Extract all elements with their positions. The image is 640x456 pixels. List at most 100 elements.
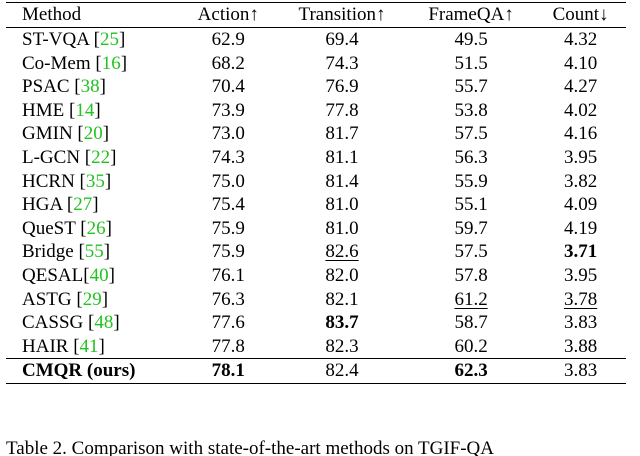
- results-table: Method Action↑ Transition↑ FrameQA↑ Count↓ S…: [6, 2, 626, 384]
- score-cell: 57.5: [454, 241, 488, 263]
- table-row: HME [14] 73.9 77.8 53.8 4.02: [6, 99, 626, 123]
- table-row: ST-VQA [25] 62.9 69.4 49.5 4.32: [6, 28, 626, 52]
- citation-bracket: ]: [99, 76, 106, 98]
- score-cell: 73.0: [211, 123, 245, 145]
- score-cell: 60.2: [454, 335, 488, 357]
- score-cell: 81.0: [325, 217, 359, 239]
- citation-bracket: ]: [118, 29, 126, 50]
- table-row: Co-Mem [16] 68.2 74.3 51.5 4.10: [6, 52, 626, 76]
- score-cell: 76.1: [211, 264, 245, 286]
- score-cell: 3.83: [563, 312, 598, 334]
- citation: 41: [79, 335, 99, 357]
- score-cell: 55.9: [454, 170, 488, 192]
- score-cell: 4.19: [563, 217, 598, 239]
- citation-bracket: ]: [105, 217, 112, 239]
- method-cell: ASTG [29]: [6, 288, 180, 312]
- score-cell: 56.3: [454, 146, 488, 168]
- method-cell: Co-Mem [16]: [6, 52, 180, 76]
- table-row: L-GCN [22] 74.3 81.1 56.3 3.95: [6, 146, 626, 170]
- table-row: CMQR (ours) 78.1 82.4 62.3 3.83: [6, 358, 626, 384]
- citation: 22: [91, 146, 111, 168]
- score-cell: 82.3: [325, 335, 359, 357]
- method-cell: L-GCN [22]: [6, 146, 180, 170]
- citation-bracket: ]: [101, 288, 109, 310]
- citation: 16: [101, 52, 121, 74]
- score-cell: 62.9: [211, 29, 245, 50]
- method-cell: CMQR (ours): [6, 359, 180, 384]
- score-cell: 58.7: [454, 312, 488, 334]
- score-cell: 77.8: [211, 335, 245, 357]
- citation: 35: [85, 170, 105, 192]
- citation: 20: [83, 123, 103, 145]
- method-cell: QESAL[40]: [6, 264, 180, 288]
- table-row: PSAC [38] 70.4 76.9 55.7 4.27: [6, 75, 626, 99]
- citation: 26: [86, 217, 106, 239]
- method-cell: Bridge [55]: [6, 240, 180, 264]
- column-header: Transition↑: [298, 4, 386, 26]
- score-cell: 81.0: [325, 194, 359, 216]
- score-cell: 75.4: [211, 194, 245, 216]
- table-body: ST-VQA [25] 62.9 69.4 49.5 4.32 Co-Mem [16] 68…: [6, 28, 626, 384]
- score-cell: 62.3: [454, 360, 488, 382]
- score-cell: 4.32: [563, 29, 598, 50]
- table-row: GMIN [20] 73.0 81.7 57.5 4.16: [6, 122, 626, 146]
- method-name: CMQR (ours): [22, 360, 136, 382]
- method-name: GMIN [: [22, 123, 84, 145]
- score-cell: 82.1: [325, 288, 359, 310]
- score-cell: 3.71: [563, 241, 598, 263]
- method-name: QueST [: [22, 217, 87, 239]
- citation-bracket: ]: [92, 194, 99, 216]
- citation: 48: [94, 312, 114, 334]
- score-cell: 3.88: [563, 335, 598, 357]
- score-cell: 83.7: [325, 312, 359, 334]
- score-cell: 4.09: [563, 194, 598, 216]
- score-cell: 69.4: [325, 29, 359, 50]
- score-cell: 74.3: [325, 52, 359, 74]
- score-cell: 82.0: [325, 264, 359, 286]
- method-name: L-GCN [: [22, 146, 92, 168]
- method-cell: HME [14]: [6, 99, 180, 123]
- method-cell: HAIR [41]: [6, 335, 180, 359]
- caption: Table 2. Comparison with state-of-the-ar…: [6, 438, 494, 456]
- score-cell: 3.95: [563, 146, 598, 168]
- citation: 29: [82, 288, 102, 310]
- score-cell: 49.5: [454, 29, 488, 50]
- score-cell: 4.16: [563, 123, 598, 145]
- method-name: PSAC [: [22, 76, 81, 98]
- score-cell: 4.02: [563, 99, 598, 121]
- score-cell: 55.7: [454, 76, 488, 98]
- column-header: Method: [22, 4, 82, 26]
- table-row: QESAL[40] 76.1 82.0 57.8 3.95: [6, 264, 626, 288]
- score-cell: 53.8: [454, 99, 488, 121]
- method-name: Co-Mem [: [22, 52, 102, 74]
- score-cell: 82.6: [325, 241, 359, 263]
- method-name: HGA [: [22, 194, 74, 216]
- score-cell: 82.4: [325, 360, 359, 382]
- citation: 14: [75, 99, 95, 121]
- header-row: Method Action↑ Transition↑ FrameQA↑ Count↓: [6, 2, 626, 28]
- citation: 55: [84, 241, 104, 263]
- citation: 38: [80, 76, 100, 98]
- table-row: CASSG [48] 77.6 83.7 58.7 3.83: [6, 311, 626, 335]
- citation-bracket: ]: [102, 123, 110, 145]
- score-cell: 57.8: [454, 264, 488, 286]
- score-cell: 75.9: [211, 241, 245, 263]
- table-row: Bridge [55] 75.9 82.6 57.5 3.71: [6, 240, 626, 264]
- citation-bracket: ]: [108, 264, 115, 286]
- score-cell: 75.0: [211, 170, 245, 192]
- citation-bracket: ]: [120, 52, 128, 74]
- table-row: QueST [26] 75.9 81.0 59.7 4.19: [6, 217, 626, 241]
- table-row: ASTG [29] 76.3 82.1 61.2 3.78: [6, 288, 626, 312]
- citation-bracket: ]: [94, 99, 101, 121]
- method-name: Bridge [: [22, 241, 85, 263]
- citation: 27: [73, 194, 93, 216]
- score-cell: 4.10: [563, 52, 598, 74]
- column-header: Count↓: [552, 4, 609, 26]
- score-cell: 77.8: [325, 99, 359, 121]
- method-name: HME [: [22, 99, 76, 121]
- table-row: HCRN [35] 75.0 81.4 55.9 3.82: [6, 170, 626, 194]
- citation: 25: [99, 29, 119, 50]
- score-cell: 59.7: [454, 217, 488, 239]
- score-cell: 81.4: [325, 170, 359, 192]
